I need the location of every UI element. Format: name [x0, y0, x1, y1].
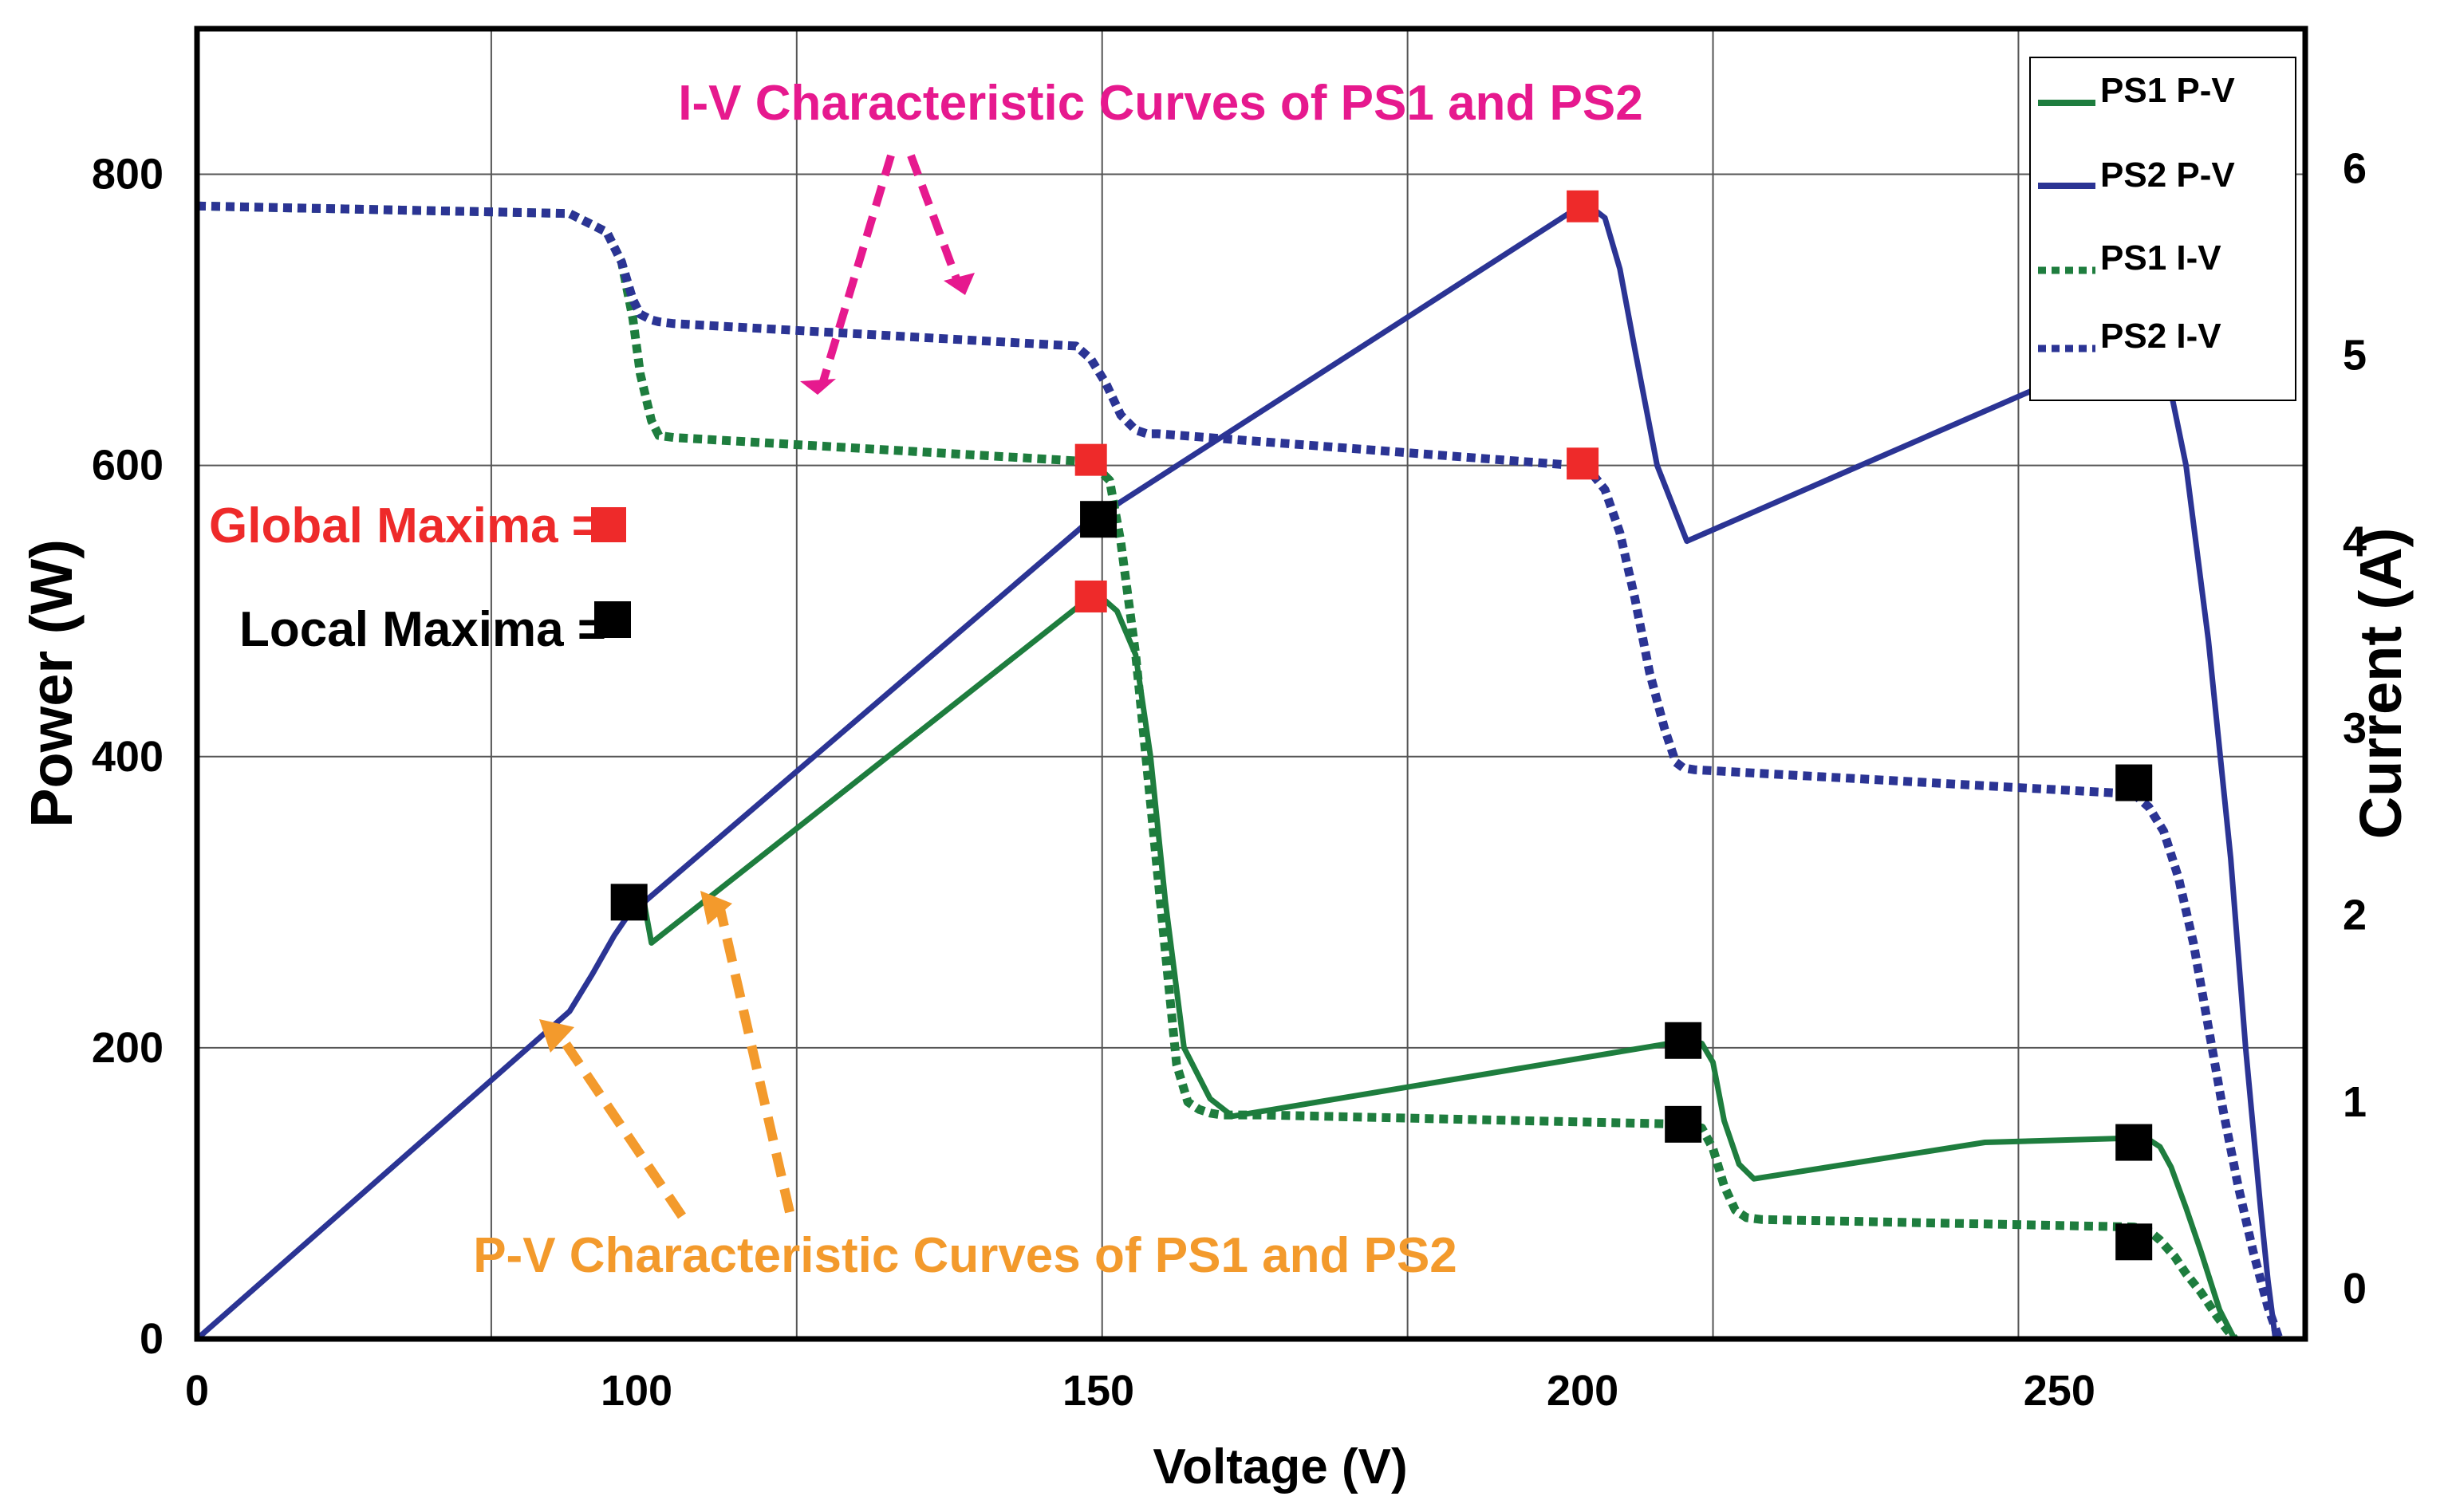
y-right-axis-title: Current (A): [2347, 528, 2414, 840]
x-tick-label: 150: [1062, 1367, 1134, 1415]
iv-annotation-title: I-V Characteristic Curves of PS1 and PS2: [678, 76, 1642, 131]
y-left-tick-label: 600: [92, 442, 164, 490]
global-maxima-label: Global Maxima =: [209, 498, 601, 553]
y-right-tick-label: 3: [2343, 705, 2367, 753]
marker-layer: [610, 190, 2153, 1261]
local-maxima-marker: [2115, 1124, 2153, 1161]
global-maxima-marker: [1074, 580, 1107, 612]
y-left-tick-label: 0: [140, 1315, 164, 1363]
iv-annotation-arrow-1: [818, 154, 895, 388]
y-right-tick-label: 4: [2343, 518, 2367, 566]
local-maxima-key-square: [594, 601, 631, 638]
local-maxima-marker: [1080, 501, 1118, 538]
series-ps2-i-v: [196, 201, 2284, 1341]
pv-annotation-arrow-2: [715, 908, 794, 1214]
legend: PS1 P-V PS2 P-V PS1 I-V PS2 I-V: [2029, 57, 2296, 401]
local-maxima-marker: [2115, 764, 2153, 801]
series-layer: [195, 201, 2284, 1342]
series-ps1-i-v: [196, 201, 2238, 1342]
y-right-tick-label: 2: [2343, 892, 2367, 939]
legend-label-ps2-pv: PS2 P-V: [2100, 156, 2235, 195]
y-right-tick-label: 1: [2343, 1078, 2367, 1126]
y-left-tick-label: 200: [92, 1024, 164, 1072]
x-tick-label: 200: [1547, 1367, 1618, 1415]
pv-annotation-arrowhead-2: [700, 891, 732, 925]
iv-annotation-arrow-2: [907, 154, 964, 289]
y-right-tick-label: 6: [2343, 145, 2367, 193]
plot-frame: [194, 26, 2308, 1342]
global-maxima-marker: [1567, 190, 1599, 222]
x-axis-title: Voltage (V): [1153, 1439, 1407, 1494]
local-maxima-marker: [2115, 1223, 2153, 1261]
series-ps1-p-v: [641, 593, 2237, 1341]
series-ps2-p-v: [195, 203, 2279, 1341]
y-right-tick-label: 5: [2343, 332, 2367, 380]
legend-label-ps1-pv: PS1 P-V: [2100, 71, 2235, 110]
y-left-tick-label: 800: [92, 151, 164, 199]
y-right-ticks: 0 1 2 3 4 5 6: [2343, 145, 2367, 1313]
x-tick-label: 100: [601, 1367, 672, 1415]
local-maxima-marker: [1665, 1022, 1702, 1059]
y-left-tick-label: 400: [92, 733, 164, 781]
legend-box: [2029, 57, 2296, 401]
y-left-axis-title: Power (W): [18, 539, 85, 828]
x-tick-label: 0: [185, 1367, 209, 1415]
global-maxima-key-square: [591, 507, 626, 542]
pv-annotation-arrow-1: [554, 1030, 686, 1219]
local-maxima-label: Local Maxima =: [239, 602, 606, 657]
y-left-ticks: 0 200 400 600 800: [92, 151, 164, 1363]
global-maxima-marker: [1074, 443, 1107, 476]
iv-annotation-arrowhead-2: [944, 273, 975, 295]
local-maxima-marker: [1665, 1105, 1702, 1143]
legend-label-ps1-iv: PS1 I-V: [2100, 238, 2221, 278]
legend-label-ps2-iv: PS2 I-V: [2100, 317, 2221, 356]
global-maxima-marker: [1567, 447, 1599, 480]
iv-annotation-arrowhead-1: [800, 379, 836, 395]
y-right-tick-label: 0: [2343, 1265, 2367, 1313]
local-maxima-marker: [610, 884, 648, 921]
pv-annotation-title: P-V Characteristic Curves of PS1 and PS2: [473, 1228, 1457, 1283]
x-tick-label: 250: [2024, 1367, 2095, 1415]
x-ticks: 0 100 150 200 250: [185, 1367, 2095, 1415]
pv-annotation-arrowhead-1: [539, 1019, 574, 1053]
